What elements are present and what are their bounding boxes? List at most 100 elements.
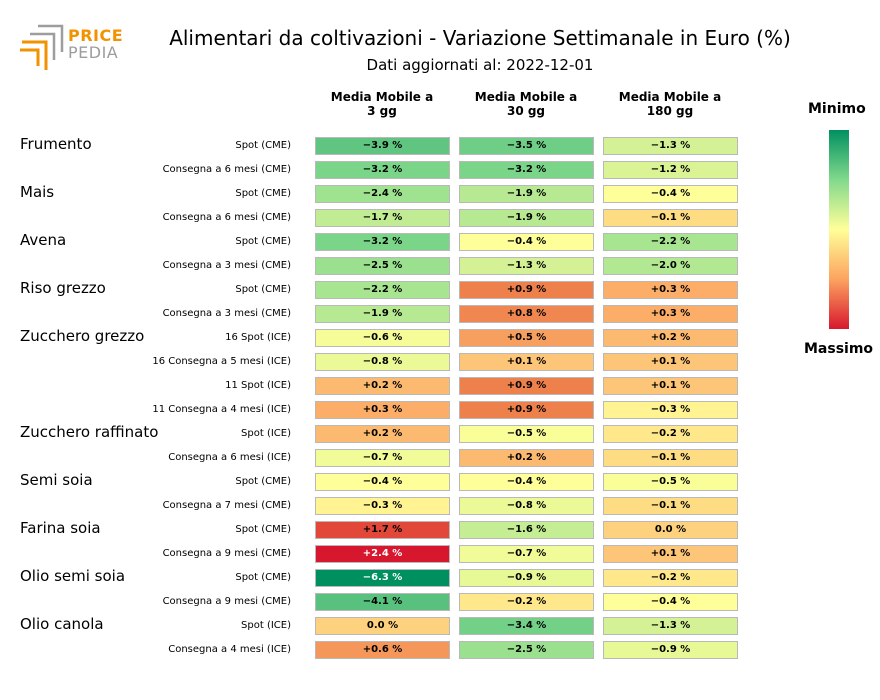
heatmap-cell: −3.2 % [315, 233, 450, 251]
logo-text-pedia: PEDIA [68, 43, 119, 62]
heatmap-cell: −3.2 % [459, 161, 594, 179]
heatmap-cell: +0.9 % [459, 401, 594, 419]
group-label: Semi soia [20, 471, 93, 489]
column-header: Media Mobile a 180 gg [618, 90, 722, 118]
heatmap-cell: −0.5 % [459, 425, 594, 443]
row-label: Spot (CME) [235, 524, 291, 535]
heatmap-cell: +0.8 % [459, 305, 594, 323]
heatmap-cell: +0.2 % [459, 449, 594, 467]
heatmap-cell: −1.9 % [459, 185, 594, 203]
row-label: Spot (CME) [235, 476, 291, 487]
row-label: Spot (CME) [235, 140, 291, 151]
row-label: 11 Consegna a 4 mesi (ICE) [152, 404, 291, 415]
heatmap-cell: −6.3 % [315, 569, 450, 587]
heatmap-cell: −1.9 % [459, 209, 594, 227]
heatmap-cell: −2.2 % [603, 233, 738, 251]
group-label: Mais [20, 183, 55, 201]
heatmap-cell: +1.7 % [315, 521, 450, 539]
logo-mark-icon [20, 24, 64, 70]
heatmap-cell: −0.1 % [603, 209, 738, 227]
heatmap-cell: +0.3 % [603, 305, 738, 323]
row-label: Spot (CME) [235, 236, 291, 247]
row-label: Consegna a 3 mesi (CME) [162, 308, 291, 319]
group-label: Olio semi soia [20, 567, 126, 585]
heatmap-cell: +0.3 % [603, 281, 738, 299]
legend-min-label: Minimo [808, 101, 866, 117]
row-label: Consegna a 9 mesi (CME) [162, 596, 291, 607]
pricepedia-logo: PRICE PEDIA [18, 24, 128, 74]
logo-text-price: PRICE [68, 26, 124, 45]
heatmap-cell: −2.4 % [315, 185, 450, 203]
heatmap-cell: 0.0 % [603, 521, 738, 539]
heatmap-cell: +0.1 % [459, 353, 594, 371]
heatmap-cell: −0.2 % [459, 593, 594, 611]
chart-subtitle: Dati aggiornati al: 2022-12-01 [366, 56, 594, 74]
heatmap-cell: −0.4 % [603, 185, 738, 203]
legend-max-label: Massimo [804, 341, 874, 357]
heatmap-cell: −2.0 % [603, 257, 738, 275]
group-label: Riso grezzo [20, 279, 106, 297]
heatmap-cell: −1.3 % [603, 617, 738, 635]
row-label: 16 Spot (ICE) [225, 332, 291, 343]
heatmap-cell: +0.1 % [603, 353, 738, 371]
heatmap-cell: −2.2 % [315, 281, 450, 299]
heatmap-cell: −1.7 % [315, 209, 450, 227]
heatmap-cell: −0.7 % [315, 449, 450, 467]
heatmap-cell: −0.8 % [459, 497, 594, 515]
heatmap-cell: −0.6 % [315, 329, 450, 347]
heatmap-cell: −1.6 % [459, 521, 594, 539]
heatmap-cell: 0.0 % [315, 617, 450, 635]
heatmap-cell: −0.2 % [603, 425, 738, 443]
heatmap-cell: +2.4 % [315, 545, 450, 563]
heatmap-cell: −0.2 % [603, 569, 738, 587]
row-label: Spot (ICE) [241, 428, 291, 439]
row-label: 16 Consegna a 5 mesi (ICE) [152, 356, 291, 367]
heatmap-cell: −3.9 % [315, 137, 450, 155]
heatmap-cell: +0.1 % [603, 377, 738, 395]
heatmap-cell: −0.9 % [459, 569, 594, 587]
heatmap-cell: −0.3 % [315, 497, 450, 515]
chart-title: Alimentari da coltivazioni - Variazione … [169, 26, 791, 50]
row-label: Spot (CME) [235, 284, 291, 295]
heatmap-cell: −0.4 % [603, 593, 738, 611]
heatmap-cell: +0.5 % [459, 329, 594, 347]
heatmap-cell: −0.7 % [459, 545, 594, 563]
heatmap-cell: −1.9 % [315, 305, 450, 323]
heatmap-cell: −4.1 % [315, 593, 450, 611]
heatmap-cell: −0.1 % [603, 449, 738, 467]
row-label: Consegna a 3 mesi (CME) [162, 260, 291, 271]
column-header: Media Mobile a 3 gg [330, 90, 434, 118]
heatmap-cell: −0.4 % [459, 233, 594, 251]
heatmap-cell: +0.9 % [459, 281, 594, 299]
legend-colorbar [829, 130, 849, 329]
row-label: Consegna a 4 mesi (ICE) [168, 644, 291, 655]
heatmap-cell: −0.9 % [603, 641, 738, 659]
row-label: Spot (CME) [235, 188, 291, 199]
group-label: Farina soia [20, 519, 101, 537]
group-label: Zucchero raffinato [20, 423, 159, 441]
heatmap-cell: −3.2 % [315, 161, 450, 179]
heatmap-cell: +0.2 % [603, 329, 738, 347]
heatmap-cell: −1.3 % [459, 257, 594, 275]
row-label: Consegna a 6 mesi (CME) [162, 164, 291, 175]
heatmap-cell: +0.9 % [459, 377, 594, 395]
row-label: 11 Spot (ICE) [225, 380, 291, 391]
group-label: Frumento [20, 135, 92, 153]
heatmap-cell: −2.5 % [315, 257, 450, 275]
heatmap-cell: −3.5 % [459, 137, 594, 155]
row-label: Consegna a 6 mesi (ICE) [168, 452, 291, 463]
row-label: Consegna a 9 mesi (CME) [162, 548, 291, 559]
heatmap-cell: −0.1 % [603, 497, 738, 515]
column-header: Media Mobile a 30 gg [474, 90, 578, 118]
group-label: Avena [20, 231, 67, 249]
row-label: Consegna a 6 mesi (CME) [162, 212, 291, 223]
row-label: Spot (CME) [235, 572, 291, 583]
heatmap-cell: −0.5 % [603, 473, 738, 491]
heatmap-cell: −0.4 % [315, 473, 450, 491]
group-label: Olio canola [20, 615, 104, 633]
row-label: Spot (ICE) [241, 620, 291, 631]
heatmap-cell: −3.4 % [459, 617, 594, 635]
heatmap-cell: +0.3 % [315, 401, 450, 419]
heatmap-cell: −2.5 % [459, 641, 594, 659]
group-label: Zucchero grezzo [20, 327, 145, 345]
